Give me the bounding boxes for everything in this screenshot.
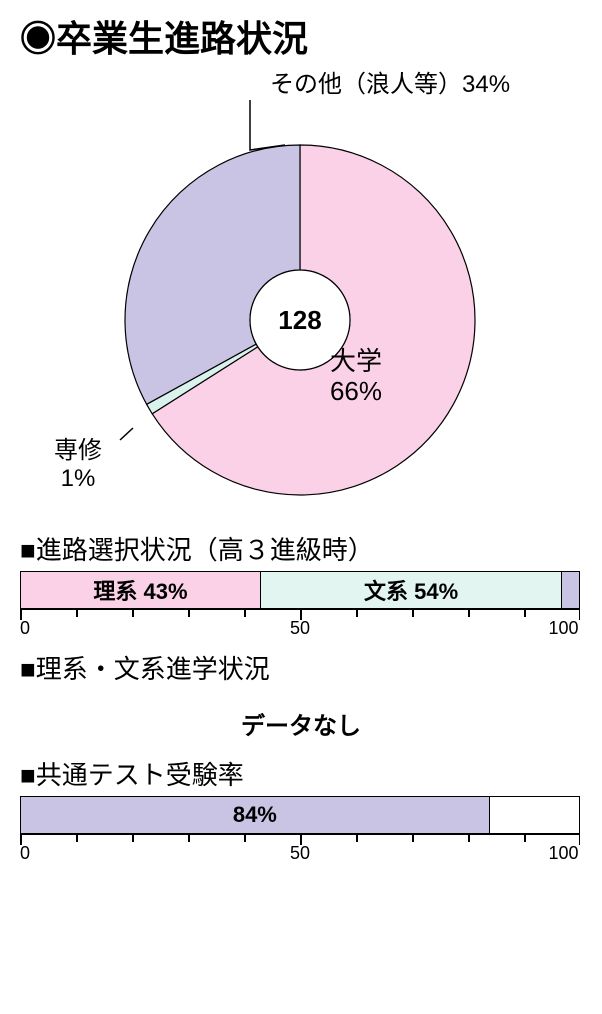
- donut-chart: 128 その他（浪人等）34% 大学66% 専修1%: [20, 70, 580, 510]
- donut-svg: 128 その他（浪人等）34% 大学66% 専修1%: [20, 70, 580, 520]
- axis-label: 100: [548, 618, 578, 639]
- axis-label: 100: [548, 843, 578, 864]
- bar1-chart: 理系 43%文系 54% 050100: [20, 571, 580, 635]
- page-title: ◉卒業生進路状況: [20, 10, 582, 62]
- bar1-bar: 理系 43%文系 54%: [20, 571, 580, 609]
- bar3-axis: 050100: [20, 834, 580, 860]
- nodata-text: データなし: [20, 706, 582, 741]
- bar3-bar: 84%: [20, 796, 580, 834]
- donut-label-senshu: 専修: [54, 437, 102, 464]
- axis-label: 0: [20, 618, 30, 639]
- section-title-bar2: ■理系・文系進学状況: [20, 649, 582, 686]
- donut-center-value: 128: [278, 305, 321, 335]
- donut-label-university: 大学: [330, 346, 382, 376]
- bar-segment: 文系 54%: [261, 572, 562, 608]
- bar3-chart: 84% 050100: [20, 796, 580, 860]
- bar-segment: 理系 43%: [21, 572, 261, 608]
- section-title-bar1: ■進路選択状況（高３進級時）: [20, 530, 582, 567]
- donut-label-other: その他（浪人等）34%: [270, 71, 510, 98]
- axis-label: 50: [290, 618, 310, 639]
- donut-label-university-pct: 66%: [330, 376, 382, 406]
- bar-segment: [562, 572, 579, 608]
- axis-label: 50: [290, 843, 310, 864]
- section-title-bar3: ■共通テスト受験率: [20, 755, 582, 792]
- bar1-axis: 050100: [20, 609, 580, 635]
- bar-segment: 84%: [21, 797, 490, 833]
- donut-label-senshu-pct: 1%: [61, 465, 96, 492]
- bar-segment: [490, 797, 579, 833]
- axis-label: 0: [20, 843, 30, 864]
